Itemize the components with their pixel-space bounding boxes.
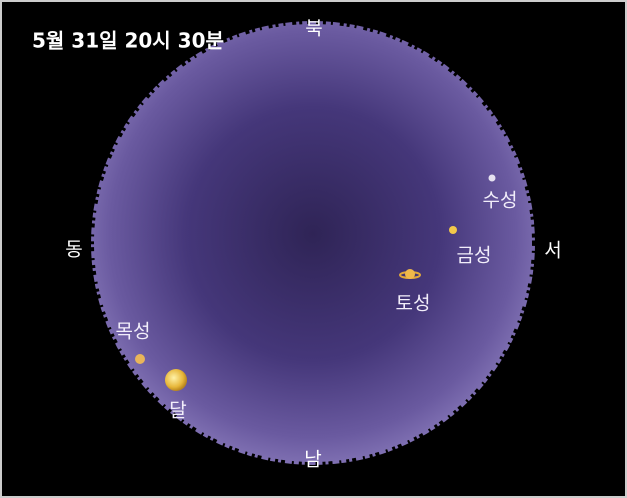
object-label: 달: [169, 400, 186, 422]
object-label: 목성: [116, 321, 151, 343]
direction-north: 북: [305, 18, 322, 40]
saturn: [405, 269, 415, 279]
object-label: 수성: [483, 190, 518, 212]
object-label: 금성: [457, 245, 492, 267]
sky-map: 5월 31일 20시 30분 북 남 동 서 수성 금성 토성 목성 달: [0, 0, 627, 498]
mercury: [489, 175, 496, 182]
object-label: 토성: [396, 293, 431, 315]
moon: [165, 369, 187, 391]
direction-south: 남: [304, 449, 321, 471]
title: 5월 31일 20시 30분: [32, 29, 224, 53]
direction-east: 동: [65, 239, 82, 261]
direction-west: 서: [544, 240, 561, 262]
jupiter: [135, 354, 145, 364]
venus: [449, 226, 457, 234]
